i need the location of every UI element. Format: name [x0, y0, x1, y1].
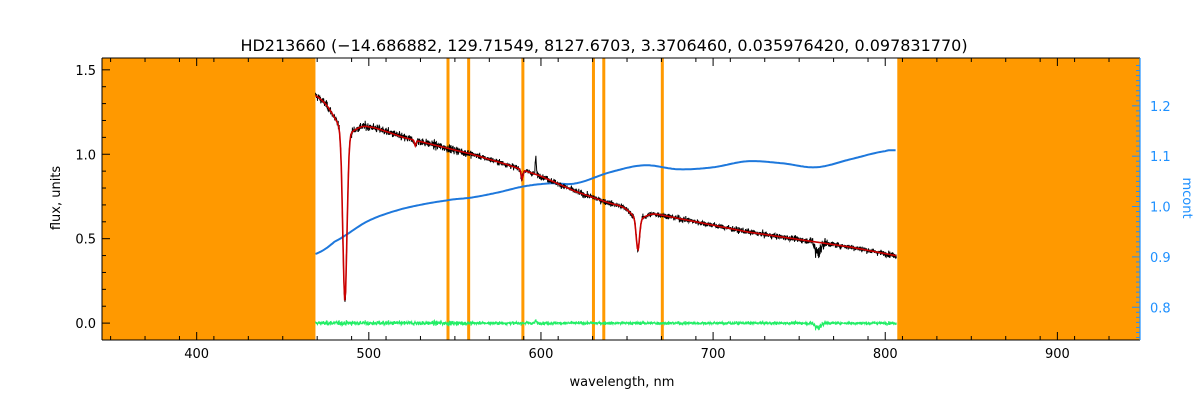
y2-tick-label-0.8: 0.8: [1150, 301, 1171, 316]
observed-line: [315, 92, 897, 302]
y2-tick-label-1.2: 1.2: [1150, 100, 1171, 115]
y2-axis-label: mcont: [1179, 177, 1194, 218]
y-tick-label-0: 0.0: [75, 317, 96, 332]
residual-line: [315, 319, 897, 331]
masked-region-1: [102, 58, 316, 340]
x-tick-label-400: 400: [184, 347, 209, 362]
y-axis-label: flux, units: [49, 166, 64, 231]
chart-title: HD213660 (−14.686882, 129.71549, 8127.67…: [240, 36, 967, 55]
y2-tick-label-1.1: 1.1: [1150, 150, 1171, 165]
axes: 400 500 600 700 800 900 0.0 0.5 1.0 1.5 0.8 0.9 1.0 1…: [75, 57, 1171, 362]
residual-series: [315, 319, 897, 331]
y2-tick-label-0.9: 0.9: [1150, 251, 1171, 266]
x-axis-label: wavelength, nm: [570, 375, 675, 390]
x-tick-label-700: 700: [701, 347, 726, 362]
masked-regions: [102, 58, 1140, 340]
y-tick-label-0.5: 0.5: [75, 233, 96, 248]
masked-region-2: [897, 58, 1140, 340]
continuum-series: [315, 149, 896, 255]
y-tick-label-1.5: 1.5: [75, 64, 96, 79]
masked-line-3: [521, 58, 525, 340]
masked-line-6: [660, 58, 664, 340]
observed-series: [315, 92, 897, 302]
y2-tick-label-1: 1.0: [1150, 201, 1171, 216]
x-tick-label-600: 600: [529, 347, 554, 362]
x-tick-label-900: 900: [1045, 347, 1070, 362]
y-tick-label-1: 1.0: [75, 148, 96, 163]
x-tick-label-800: 800: [873, 347, 898, 362]
model-line: [315, 94, 897, 301]
continuum-line: [315, 149, 896, 255]
x-tick-label-500: 500: [356, 347, 381, 362]
masked-line-1: [446, 58, 450, 340]
model-series: [315, 94, 897, 301]
